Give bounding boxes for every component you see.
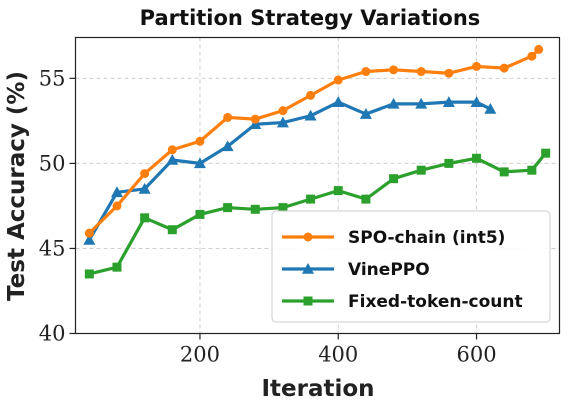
x-tick-label: 400 — [318, 343, 358, 367]
data-point — [444, 158, 454, 168]
data-point — [278, 106, 288, 116]
data-point — [112, 262, 122, 272]
y-tick-label: 45 — [39, 236, 66, 260]
x-tick-label: 200 — [180, 343, 220, 367]
data-point — [167, 145, 177, 155]
data-point — [83, 233, 96, 245]
y-tick-label: 50 — [39, 151, 66, 175]
data-point — [416, 165, 426, 175]
x-tick-label: 600 — [456, 343, 496, 367]
data-point — [472, 61, 482, 71]
data-point — [278, 203, 288, 213]
data-point — [499, 63, 509, 73]
data-point — [359, 108, 372, 119]
data-point — [250, 114, 260, 124]
legend: SPO-chain (int5) VinePPO Fixed-token-count — [271, 210, 551, 323]
data-point — [112, 201, 122, 211]
data-point — [527, 51, 537, 61]
data-point — [167, 225, 177, 235]
data-point — [110, 186, 123, 198]
data-point — [333, 75, 343, 85]
axes: 200 400 600 40 45 50 55 — [39, 66, 497, 366]
data-point — [415, 97, 428, 109]
data-point — [306, 90, 316, 100]
data-point — [223, 203, 233, 213]
data-point — [387, 97, 400, 109]
chart-title: Partition Strategy Variations — [140, 6, 481, 30]
data-point — [332, 96, 345, 107]
data-point — [416, 67, 426, 77]
legend-marker — [303, 296, 313, 306]
data-point — [499, 167, 509, 177]
data-point — [166, 153, 179, 165]
data-point — [306, 194, 316, 204]
data-point — [195, 136, 205, 146]
data-point — [140, 169, 150, 179]
data-point — [249, 118, 262, 130]
data-point — [472, 153, 482, 163]
data-point — [361, 194, 371, 204]
data-point — [84, 228, 94, 238]
data-point — [484, 102, 497, 114]
data-point — [304, 109, 317, 121]
y-tick-label: 40 — [39, 322, 66, 346]
data-point — [442, 96, 455, 107]
y-axis-label: Test Accuracy (%) — [4, 71, 30, 301]
data-point — [389, 174, 399, 184]
data-point — [84, 269, 94, 279]
data-point — [527, 165, 537, 175]
data-point — [534, 44, 544, 54]
legend-marker — [302, 263, 314, 274]
series-line — [87, 100, 492, 241]
data-point — [140, 213, 150, 223]
series-2 — [84, 148, 551, 279]
legend-label: SPO-chain (int5) — [348, 228, 505, 248]
data-point — [138, 182, 151, 194]
series-layer — [83, 44, 551, 279]
series-line — [88, 48, 540, 235]
data-point — [541, 148, 551, 158]
data-point — [250, 204, 260, 214]
legend-marker — [303, 232, 313, 242]
legend-label: VinePPO — [348, 260, 430, 280]
data-point — [221, 140, 234, 152]
legend-box — [271, 210, 551, 323]
data-point — [444, 68, 454, 78]
plot-frame — [74, 36, 561, 335]
series-1 — [83, 96, 497, 245]
data-point — [389, 65, 399, 75]
data-point — [195, 209, 205, 219]
series-line — [88, 152, 547, 276]
data-point — [276, 116, 289, 128]
data-point — [361, 67, 371, 77]
legend-label: Fixed-token-count — [348, 292, 523, 312]
data-point — [193, 157, 206, 169]
series-0 — [84, 44, 544, 238]
data-point — [470, 96, 483, 107]
data-point — [333, 186, 343, 196]
x-axis-label: Iteration — [261, 376, 374, 402]
data-point — [223, 112, 233, 122]
y-tick-label: 55 — [39, 66, 66, 90]
